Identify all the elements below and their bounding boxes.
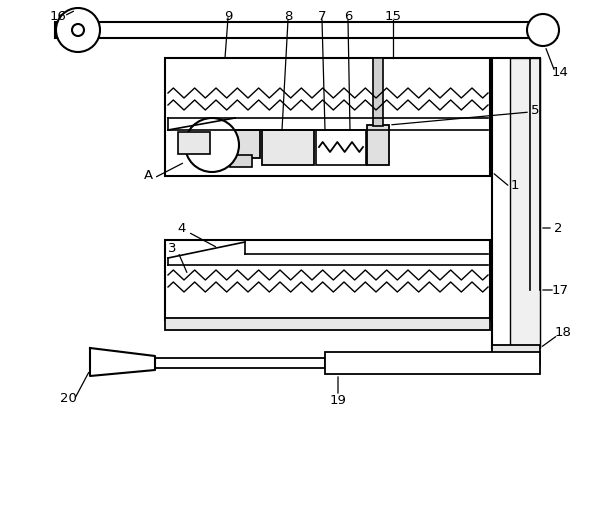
Text: 6: 6 (344, 10, 352, 22)
Text: 5: 5 (530, 103, 539, 117)
Bar (230, 155, 252, 167)
Bar (222, 130, 260, 158)
Text: 17: 17 (551, 284, 569, 297)
Text: 8: 8 (284, 10, 292, 22)
Bar (510, 58, 540, 348)
Bar (367, 125, 389, 165)
Circle shape (72, 24, 84, 36)
Bar (492, 58, 540, 348)
Bar (492, 345, 540, 365)
Bar (155, 358, 325, 368)
Bar (55, 22, 557, 38)
Text: 2: 2 (554, 221, 562, 235)
Polygon shape (90, 348, 155, 376)
Text: 18: 18 (554, 325, 572, 338)
Circle shape (185, 118, 239, 172)
Text: 15: 15 (384, 10, 402, 22)
Bar (165, 318, 490, 330)
Bar (316, 130, 366, 165)
Text: 20: 20 (60, 391, 76, 405)
Circle shape (56, 8, 100, 52)
Bar (262, 130, 314, 165)
Bar (178, 132, 210, 154)
Text: 16: 16 (50, 10, 66, 22)
Text: 4: 4 (178, 221, 186, 235)
Circle shape (527, 14, 559, 46)
Bar (100, 351, 118, 369)
Text: A: A (144, 168, 152, 182)
Text: 19: 19 (330, 393, 346, 407)
Text: 14: 14 (551, 66, 569, 78)
Text: 3: 3 (168, 241, 176, 254)
Text: 7: 7 (318, 10, 326, 22)
Bar (325, 352, 540, 374)
Text: 1: 1 (511, 179, 519, 191)
Bar (165, 240, 490, 320)
Bar (165, 58, 490, 176)
Text: 9: 9 (224, 10, 232, 22)
Bar (373, 58, 383, 126)
